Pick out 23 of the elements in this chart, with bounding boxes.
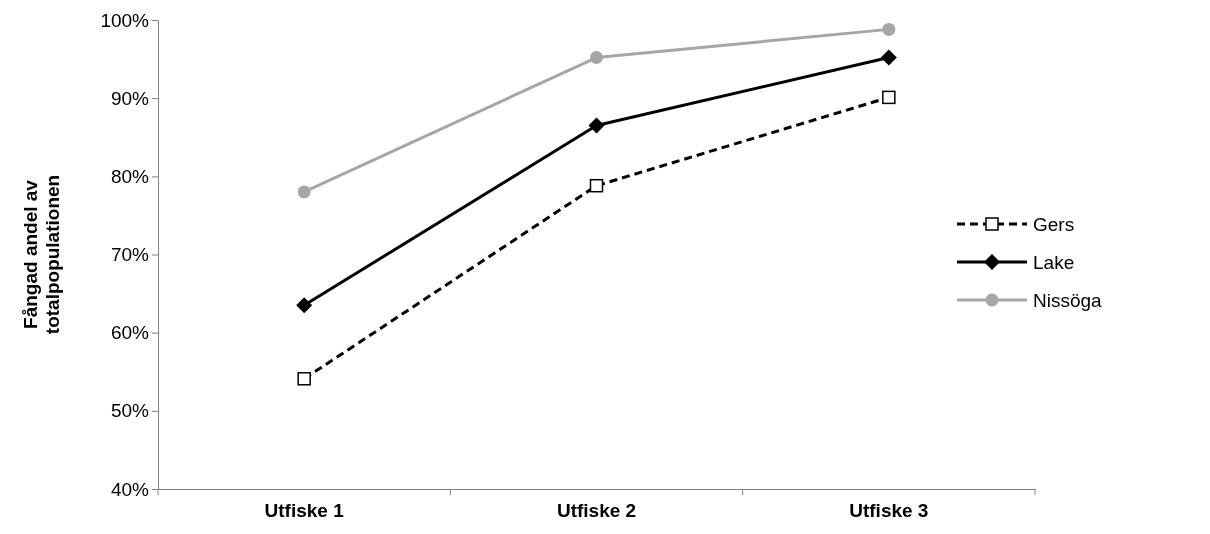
point [297, 185, 311, 199]
point [588, 117, 605, 134]
y-tick-label: 100% [100, 9, 150, 31]
x-tick-label: Utfiske 1 [264, 499, 345, 521]
y-tick-label: 90% [110, 87, 150, 109]
point [296, 297, 313, 314]
legend-label: Gers [1033, 213, 1075, 235]
point [882, 90, 896, 105]
y-tick-label: 70% [110, 244, 150, 266]
x-tick-label: Utfiske 3 [849, 499, 929, 521]
legend-label: Nissöga [1033, 289, 1103, 311]
point [297, 372, 311, 386]
legend-label: Lake [1033, 251, 1075, 273]
x-tick-label: Utfiske 2 [556, 499, 637, 521]
y-tick-label: 50% [110, 400, 150, 422]
y-tick-label: 80% [110, 165, 150, 187]
point [589, 178, 604, 193]
y-tick-label: 40% [110, 478, 150, 500]
y-tick-label: 60% [110, 322, 150, 344]
y-axis-title: Fångad andel av totalpopulationen [20, 174, 63, 335]
point [880, 49, 897, 66]
point [590, 51, 603, 65]
point [882, 22, 896, 36]
